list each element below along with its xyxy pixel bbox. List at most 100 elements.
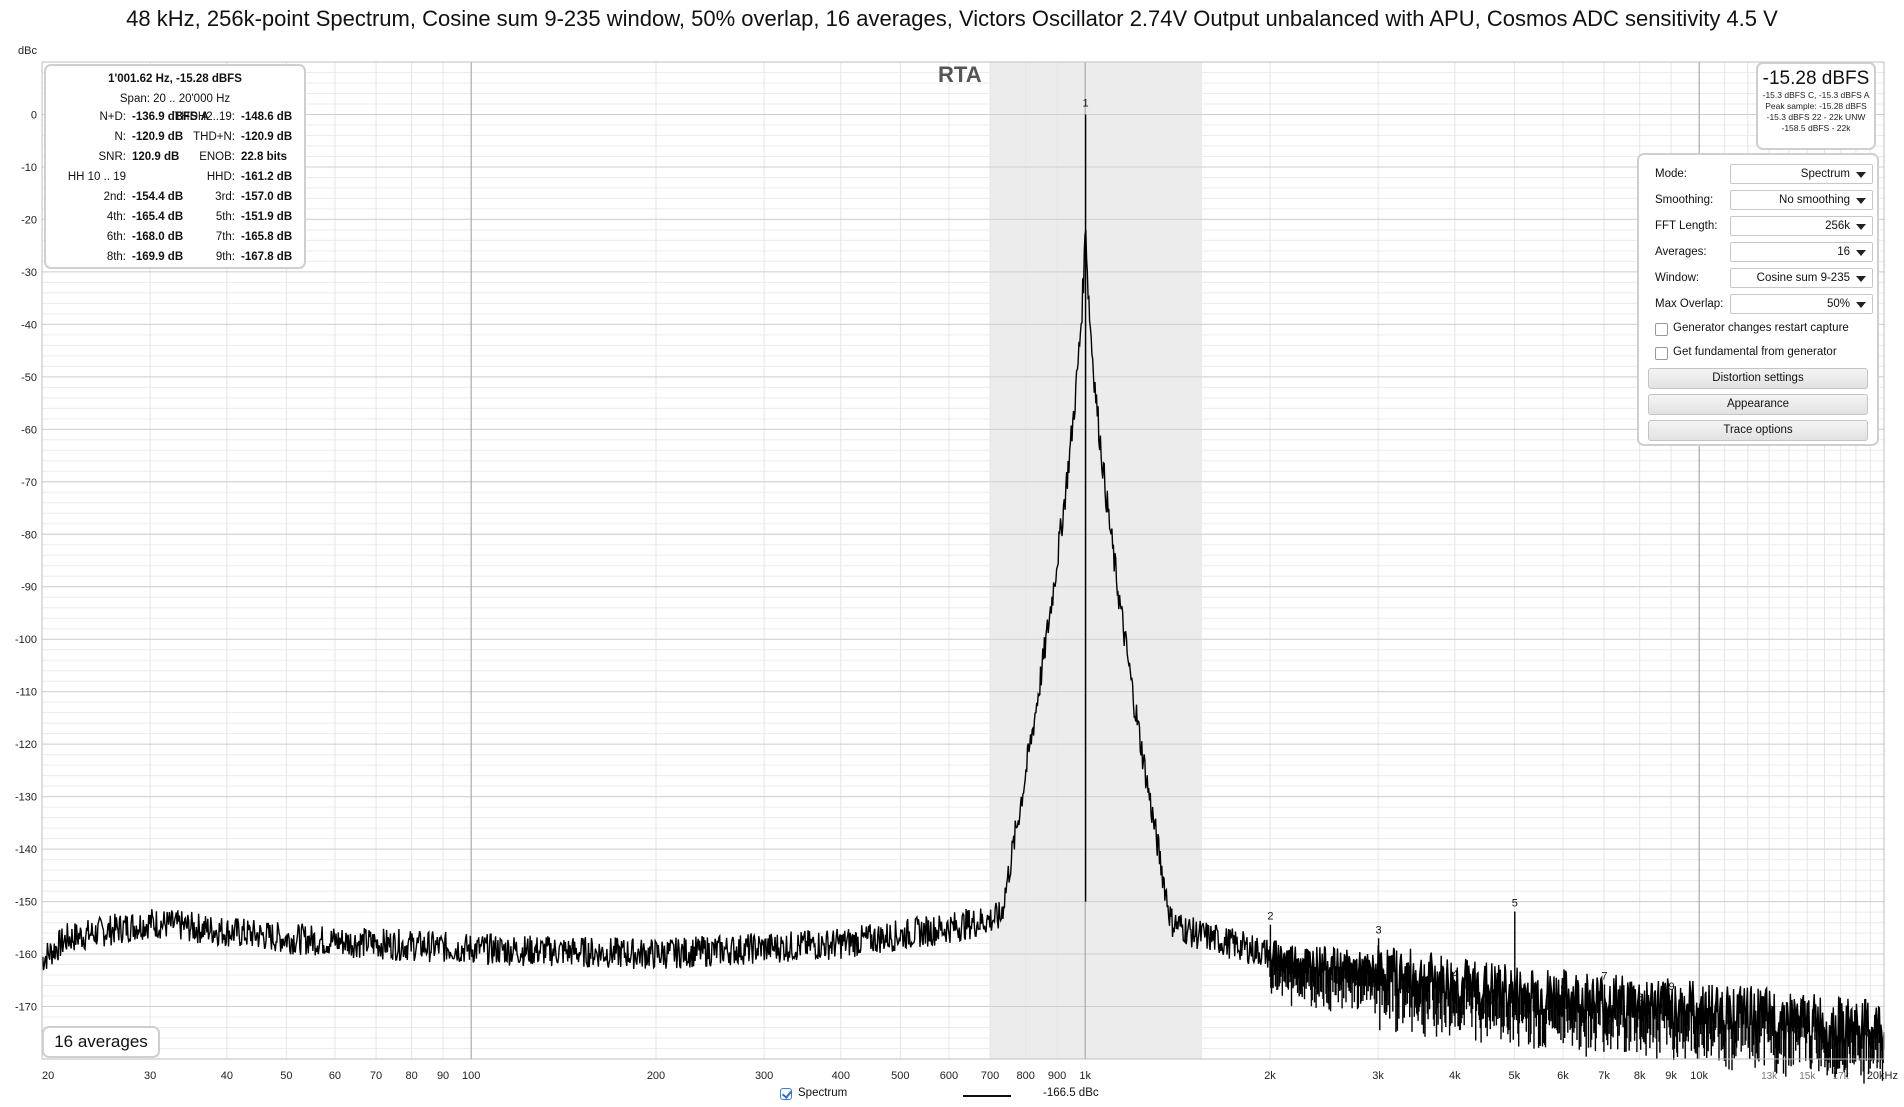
stats-row: 4th: -165.4 dB 5th: -151.9 dB bbox=[46, 211, 304, 227]
level-noise: -158.5 dBFS - 22k bbox=[1781, 123, 1851, 133]
x-tick-label: 10k bbox=[1690, 1070, 1708, 1082]
stat-label: 2nd: bbox=[103, 191, 126, 203]
x-tick-label: 500 bbox=[891, 1070, 909, 1082]
stat-value: 120.9 dB bbox=[132, 151, 180, 163]
x-tick-label: 700 bbox=[981, 1070, 999, 1082]
y-tick-label: 0 bbox=[31, 109, 37, 121]
stats-fundamental: 1'001.62 Hz, -15.28 dBFS bbox=[108, 73, 242, 85]
x-tick-label: 300 bbox=[755, 1070, 773, 1082]
fft-length-select[interactable]: 256k bbox=[1730, 216, 1873, 236]
stat-value: -169.9 dB bbox=[132, 251, 184, 263]
averages-value: 16 bbox=[1837, 246, 1850, 258]
stat-value: -167.8 dB bbox=[241, 251, 293, 263]
x-tick-label: 8k bbox=[1634, 1070, 1646, 1082]
window-row: Window: Cosine sum 9-235 bbox=[1647, 268, 1873, 290]
y-tick-label: -40 bbox=[21, 319, 37, 331]
x-tick-label: 17k bbox=[1833, 1071, 1850, 1082]
stats-span: Span: 20 .. 20'000 Hz bbox=[119, 93, 231, 105]
averages-row: Averages: 16 bbox=[1647, 242, 1873, 264]
x-tick-label: 80 bbox=[406, 1070, 418, 1082]
stat-value: -136.9 dBFS A bbox=[132, 111, 209, 123]
fundamental-from-generator-label: Get fundamental from generator bbox=[1673, 346, 1837, 358]
y-tick-label: -90 bbox=[21, 582, 37, 594]
checkbox-icon[interactable] bbox=[1655, 347, 1668, 360]
stat-label: 9th: bbox=[215, 251, 235, 263]
mode-label: Mode: bbox=[1655, 168, 1687, 180]
mode-value: Spectrum bbox=[1800, 168, 1850, 180]
y-tick-label: -110 bbox=[16, 687, 37, 699]
smoothing-row: Smoothing: No smoothing bbox=[1647, 190, 1873, 212]
stat-value: -161.2 dB bbox=[241, 171, 293, 183]
x-tick-label: 5k bbox=[1509, 1070, 1521, 1082]
chevron-down-icon bbox=[1856, 224, 1866, 230]
window-label: Window: bbox=[1655, 272, 1700, 284]
stat-value: -157.0 dB bbox=[241, 191, 293, 203]
x-tick-label: 200 bbox=[647, 1070, 665, 1082]
stat-label: N+D: bbox=[99, 111, 126, 123]
window-select[interactable]: Cosine sum 9-235 bbox=[1730, 268, 1873, 288]
appearance-button[interactable]: Appearance bbox=[1648, 394, 1868, 415]
stats-row: HH 10 .. 19 HHD: -161.2 dB bbox=[46, 171, 304, 187]
chevron-down-icon bbox=[1856, 276, 1866, 282]
x-tick-label: 900 bbox=[1048, 1070, 1066, 1082]
plot-frame bbox=[41, 61, 1885, 1060]
distortion-settings-button[interactable]: Distortion settings bbox=[1648, 368, 1868, 389]
stat-value: -120.9 dB bbox=[241, 131, 293, 143]
averages-label: Averages: bbox=[1655, 246, 1707, 258]
x-tick-label: 50 bbox=[280, 1070, 292, 1082]
averages-select[interactable]: 16 bbox=[1730, 242, 1873, 262]
level-meter[interactable]: -15.28 dBFS -15.3 dBFS C, -15.3 dBFS A P… bbox=[1756, 62, 1876, 150]
y-tick-labels: 0 -10 -20 -30 -40 -50 -60 -70 -80 -90 -100 -110 -120… bbox=[15, 109, 37, 1013]
stat-label: THDH2..19: bbox=[174, 111, 235, 123]
restart-capture-checkbox[interactable]: Generator changes restart capture bbox=[1655, 321, 1875, 339]
smoothing-select[interactable]: No smoothing bbox=[1730, 190, 1873, 210]
max-overlap-row: Max Overlap: 50% bbox=[1647, 294, 1873, 316]
checkbox-icon[interactable] bbox=[1655, 323, 1668, 336]
legend-series-name: Spectrum bbox=[798, 1087, 848, 1099]
chevron-down-icon bbox=[1856, 172, 1866, 178]
y-tick-label: -160 bbox=[15, 949, 37, 961]
y-tick-label: -130 bbox=[15, 792, 37, 804]
chart-title: 48 kHz, 256k-point Spectrum, Cosine sum … bbox=[126, 6, 1778, 31]
harmonic-markers: 1 2 3 4 5 6 7 8 9 bbox=[1083, 97, 1675, 1004]
stat-value: -151.9 dB bbox=[241, 211, 293, 223]
y-tick-label: -150 bbox=[15, 897, 37, 909]
stats-row: N+D: -136.9 dBFS A THDH2..19: -148.6 dB bbox=[46, 111, 304, 127]
harmonic-label: 8 bbox=[1637, 992, 1643, 1004]
legend-checkbox[interactable] bbox=[780, 1088, 792, 1100]
stat-label: 5th: bbox=[215, 211, 235, 223]
legend-value: -166.5 dBc bbox=[1043, 1087, 1099, 1099]
x-tick-label: 90 bbox=[437, 1070, 449, 1082]
mode-select[interactable]: Spectrum bbox=[1730, 164, 1873, 184]
y-tick-label: -80 bbox=[21, 529, 37, 541]
rta-settings-panel: Mode: Spectrum Smoothing: No smoothing F… bbox=[1637, 153, 1879, 446]
stat-label: HH 10 .. 19 bbox=[67, 171, 126, 183]
y-tick-label: -70 bbox=[21, 477, 37, 489]
x-tick-labels: 20 30 40 50 60 70 80 90 100 200 300 400 500 600 700 800… bbox=[42, 1070, 1898, 1082]
fundamental-from-generator-checkbox[interactable]: Get fundamental from generator bbox=[1655, 345, 1875, 363]
stat-value: -120.9 dB bbox=[132, 131, 184, 143]
max-overlap-select[interactable]: 50% bbox=[1730, 294, 1873, 314]
fft-length-label: FFT Length: bbox=[1655, 220, 1718, 232]
y-tick-label: -170 bbox=[15, 1002, 37, 1014]
mode-row: Mode: Spectrum bbox=[1647, 164, 1873, 186]
x-tick-label: 100 bbox=[462, 1070, 480, 1082]
stat-value: 22.8 bits bbox=[241, 151, 288, 163]
x-tick-label: 60 bbox=[329, 1070, 341, 1082]
trace-options-button[interactable]: Trace options bbox=[1648, 420, 1868, 441]
legend-line-swatch bbox=[963, 1095, 1011, 1097]
y-tick-label: -30 bbox=[21, 267, 37, 279]
averages-badge: 16 averages bbox=[42, 1026, 160, 1058]
chevron-down-icon bbox=[1856, 198, 1866, 204]
distortion-stats-panel[interactable]: 1'001.62 Hz, -15.28 dBFS Span: 20 .. 20'… bbox=[44, 64, 306, 269]
smoothing-value: No smoothing bbox=[1779, 194, 1850, 206]
stat-label: HHD: bbox=[206, 171, 235, 183]
y-tick-label: -10 bbox=[21, 162, 37, 174]
fft-length-row: FFT Length: 256k bbox=[1647, 216, 1873, 238]
stat-label: SNR: bbox=[98, 151, 126, 163]
y-tick-label: -60 bbox=[21, 424, 37, 436]
x-tick-label: 13k bbox=[1761, 1071, 1778, 1082]
chevron-down-icon bbox=[1856, 302, 1866, 308]
stat-label: 3rd: bbox=[215, 191, 235, 203]
harmonic-label: 7 bbox=[1601, 970, 1607, 982]
